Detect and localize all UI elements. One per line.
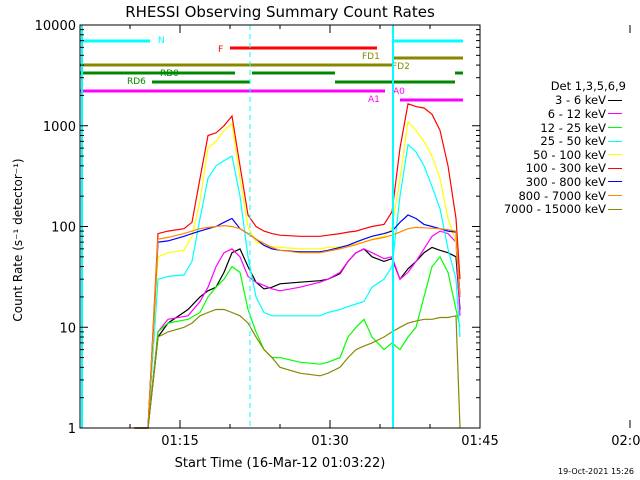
series-line-3 (134, 143, 461, 429)
flag-bar-rd0 (252, 71, 335, 75)
legend-swatch (608, 167, 622, 169)
flag-bar-rd6 (335, 80, 455, 84)
flag-bar-rd0 (455, 71, 463, 75)
flag-bar-n (80, 39, 150, 43)
legend-item: 100 - 300 keV (480, 161, 632, 176)
flag-label-a0: A0 (393, 87, 405, 97)
flag-label-f: F (218, 45, 223, 55)
flag-bar-a0 (400, 98, 463, 102)
x-tick-label-3: 02:00 (611, 434, 640, 449)
series-line-1 (134, 230, 461, 429)
series-line-8 (134, 308, 461, 429)
legend-label: 12 - 25 keV (540, 120, 606, 135)
flag-bar-n (393, 39, 463, 43)
flag-label-a1: A1 (368, 95, 380, 105)
flag-label-rd6: RD6 (127, 77, 146, 87)
series-line-5 (134, 103, 461, 429)
y-tick-label-1: 10 (59, 321, 76, 336)
flag-bar-fd1 (80, 63, 393, 67)
flag-label-fd2: FD2 (392, 62, 410, 72)
legend-header: Det 1,3,5,6,9 (550, 79, 626, 93)
legend-item: 50 - 100 keV (480, 148, 632, 162)
x-tick-label-1: 01:30 (311, 434, 348, 449)
flag-bar-a1 (80, 89, 385, 93)
series-layer (134, 103, 461, 429)
flag-bar-fd2 (393, 56, 463, 60)
y-tick-label-2: 100 (51, 221, 76, 236)
flag-bar-rd6 (152, 80, 250, 84)
legend-swatch (608, 113, 622, 115)
flag-label-rd0: RD0 (160, 69, 179, 79)
legend-swatch (608, 99, 622, 101)
y-tick-label-0: 1 (68, 422, 76, 437)
flag-label-n: N (158, 36, 165, 46)
y-tick-label-3: 1000 (43, 120, 76, 135)
legend-label: 50 - 100 keV (533, 147, 606, 162)
y-axis-label: Count Rate (s⁻¹ detector⁻¹) (11, 158, 25, 321)
legend-item: 6 - 12 keV (480, 107, 632, 121)
legend-swatch (608, 195, 622, 197)
legend-swatch (608, 140, 622, 142)
series-line-2 (134, 255, 461, 429)
legend-label: 7000 - 15000 keV (503, 202, 606, 217)
legend-label: 25 - 50 keV (540, 134, 606, 149)
legend: Det 1,3,5,6,9 3 - 6 keV 6 - 12 keV 12 - 25… (480, 79, 632, 216)
legend-item: 300 - 800 keV (480, 175, 632, 189)
legend-item: 7000 - 15000 keV (480, 202, 632, 216)
legend-item: 800 - 7000 keV (480, 189, 632, 203)
chart-title: RHESSI Observing Summary Count Rates (125, 3, 435, 21)
flags-layer: N F FD1 FD2 RD0 RD6 A1 A0 (80, 25, 463, 428)
legend-label: 6 - 12 keV (547, 106, 606, 121)
series-line-6 (134, 214, 461, 429)
x-tick-label-0: 01:15 (161, 434, 198, 449)
series-line-7 (134, 224, 461, 429)
x-tick-label-2: 01:45 (461, 434, 498, 449)
legend-label: 3 - 6 keV (555, 93, 606, 108)
legend-label: 800 - 7000 keV (518, 188, 606, 203)
legend-item: 12 - 25 keV (480, 121, 632, 135)
y-tick-label-4: 10000 (35, 19, 76, 34)
flag-label-fd1: FD1 (362, 52, 380, 62)
flag-bar-f (230, 46, 377, 50)
legend-swatch (608, 127, 622, 129)
flag-bar-rd0 (80, 71, 235, 75)
legend-swatch (608, 208, 622, 210)
legend-swatch (608, 154, 622, 156)
legend-item: 25 - 50 keV (480, 134, 632, 148)
legend-swatch (608, 181, 622, 183)
legend-label: 300 - 800 keV (525, 174, 606, 189)
legend-label: 100 - 300 keV (525, 161, 606, 176)
series-line-4 (134, 120, 461, 429)
legend-item: 3 - 6 keV (480, 93, 632, 108)
timestamp: 19-Oct-2021 15:26 (558, 467, 634, 476)
x-axis-label: Start Time (16-Mar-12 01:03:22) (175, 456, 386, 471)
axes-layer: 01:1501:3001:4502:0002:1502:301101001000… (35, 19, 640, 449)
